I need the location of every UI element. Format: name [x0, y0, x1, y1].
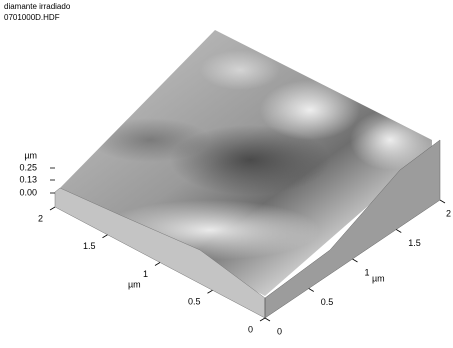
z-axis-label: µm — [24, 150, 37, 160]
y-tick — [353, 259, 358, 262]
chart: diamante irradiado 0701000D.HDF µm µm µm… — [0, 0, 453, 343]
y-tick-label: 2 — [446, 208, 451, 218]
x-tick — [50, 207, 55, 210]
y-axis-label: µm — [372, 273, 385, 283]
y-tick — [396, 230, 401, 233]
y-tick — [309, 289, 314, 292]
z-tick-label: 0.13 — [19, 174, 37, 184]
y-tick-label: 1.5 — [408, 238, 421, 248]
x-tick — [260, 318, 265, 321]
x-tick-label: 0 — [248, 324, 253, 334]
y-tick-label: 0.5 — [321, 297, 334, 307]
chart-subtitle: 0701000D.HDF — [4, 13, 60, 22]
y-tick — [440, 200, 445, 203]
y-tick — [265, 318, 270, 321]
x-tick-label: 0.5 — [188, 297, 201, 307]
chart-title: diamante irradiado — [4, 2, 71, 11]
x-tick-label: 1.5 — [83, 241, 96, 251]
z-tick-label: 0.00 — [19, 187, 37, 197]
z-tick-label: 0.25 — [19, 162, 37, 172]
x-tick-label: 1 — [143, 269, 148, 279]
y-tick-label: 0 — [277, 326, 282, 336]
x-tick-label: 2 — [38, 213, 43, 223]
x-axis-label: µm — [128, 279, 141, 289]
x-tick — [208, 290, 213, 293]
x-tick — [155, 263, 160, 266]
x-tick — [103, 235, 108, 238]
y-tick-label: 1 — [365, 267, 370, 277]
